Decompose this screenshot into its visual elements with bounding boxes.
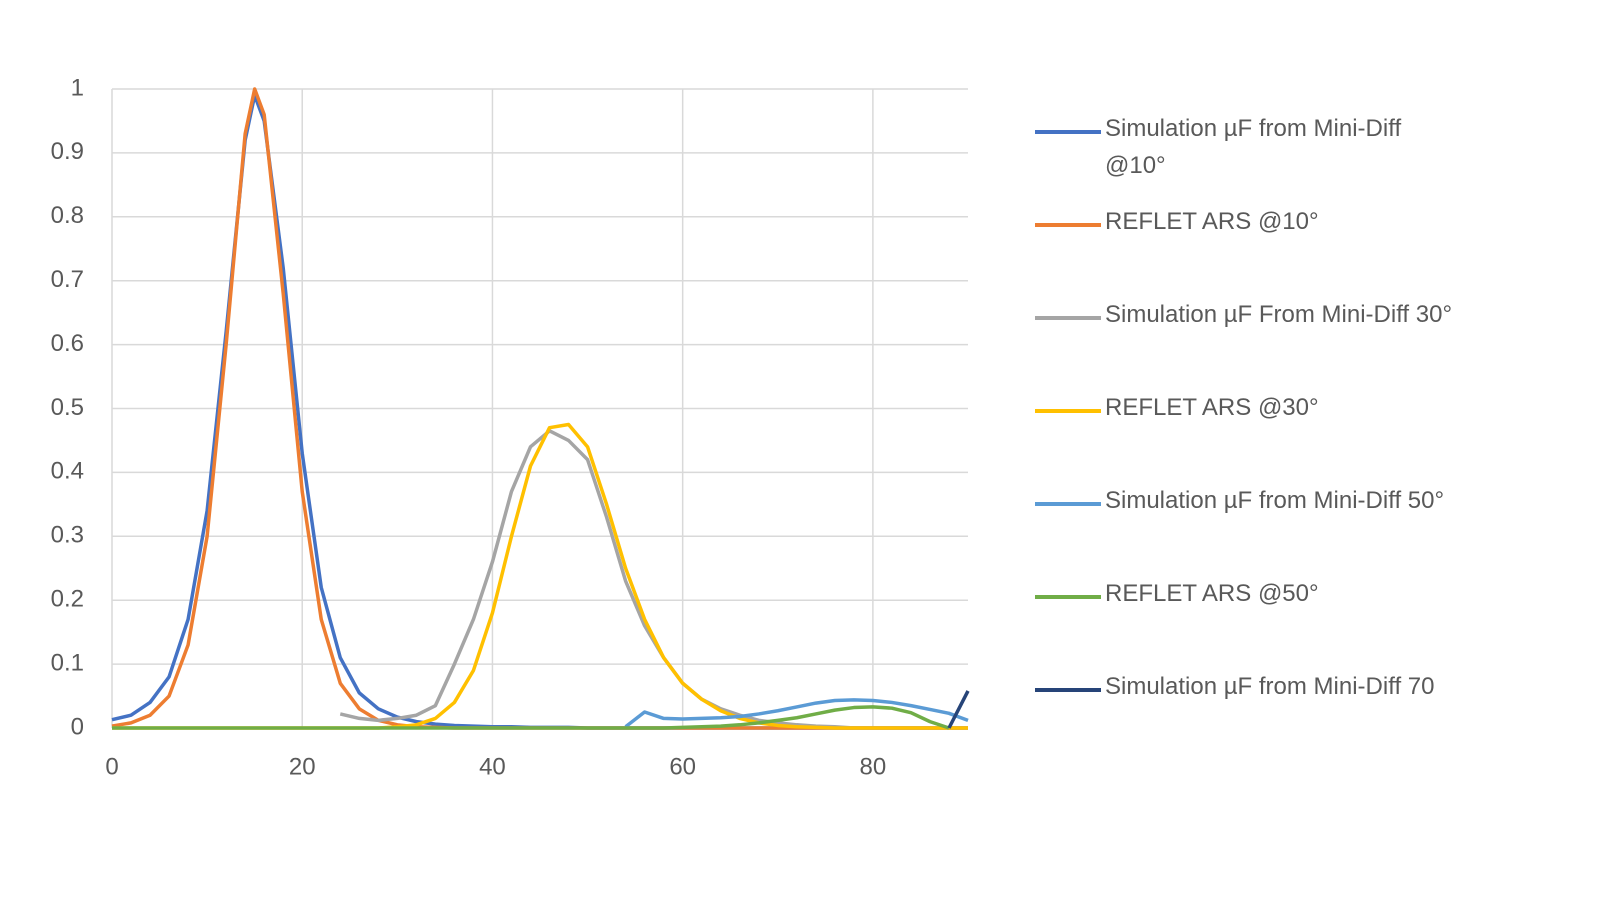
legend-swatch — [1035, 409, 1101, 413]
y-tick-label: 0.9 — [51, 138, 84, 165]
legend-entry: REFLET ARS @10° — [1035, 203, 1515, 296]
legend-label: Simulation µF from Mini-Diff @10° — [1105, 115, 1402, 179]
legend-label: REFLET ARS @50° — [1105, 580, 1319, 607]
y-tick-label: 0.7 — [51, 266, 84, 293]
y-tick-label: 0.3 — [51, 522, 84, 549]
legend-swatch — [1035, 316, 1101, 320]
legend-label: REFLET ARS @30° — [1105, 394, 1319, 421]
legend-entry: REFLET ARS @30° — [1035, 389, 1515, 482]
y-tick-label: 0 — [71, 713, 84, 740]
x-tick-label: 60 — [669, 753, 696, 780]
legend-label: REFLET ARS @10° — [1105, 208, 1319, 235]
legend-swatch — [1035, 223, 1101, 227]
series-line — [947, 690, 970, 729]
y-tick-label: 0.4 — [51, 458, 84, 485]
legend-swatch — [1035, 502, 1101, 506]
y-tick-label: 0.2 — [51, 586, 84, 613]
legend-label: Simulation µF from Mini-Diff 50° — [1105, 487, 1445, 514]
y-tick-label: 0.1 — [51, 649, 84, 676]
legend-entry: Simulation µF from Mini-Diff 50° — [1035, 482, 1515, 575]
legend-label: Simulation µF From Mini-Diff 30° — [1105, 301, 1453, 328]
y-tick-label: 0.6 — [51, 330, 84, 357]
x-tick-label: 20 — [289, 753, 316, 780]
series-line — [339, 429, 968, 730]
series-line — [112, 705, 950, 730]
y-tick-label: 1 — [71, 74, 84, 101]
x-tick-label: 0 — [105, 753, 118, 780]
legend-swatch — [1035, 688, 1101, 692]
chart: 0 0.1 0.2 0.3 0.4 0.5 0.6 0.7 0.8 0.9 1 0 20 40 60 80 — [51, 74, 970, 780]
series-line — [112, 422, 968, 730]
legend-entry: REFLET ARS @50° — [1035, 575, 1515, 668]
x-tick-label: 80 — [860, 753, 887, 780]
legend: Simulation µF from Mini-Diff @10° REFLET … — [1035, 110, 1515, 761]
legend-label: Simulation µF from Mini-Diff 70 — [1105, 673, 1435, 700]
legend-swatch — [1035, 130, 1101, 134]
y-tick-label: 0.5 — [51, 394, 84, 421]
x-tick-label: 40 — [479, 753, 506, 780]
legend-swatch — [1035, 595, 1101, 599]
legend-entry: Simulation µF From Mini-Diff 30° — [1035, 296, 1515, 389]
series-line — [624, 698, 969, 729]
y-tick-label: 0.8 — [51, 202, 84, 229]
legend-entry: Simulation µF from Mini-Diff @10° — [1035, 110, 1515, 203]
legend-entry: Simulation µF from Mini-Diff 70 — [1035, 668, 1515, 761]
